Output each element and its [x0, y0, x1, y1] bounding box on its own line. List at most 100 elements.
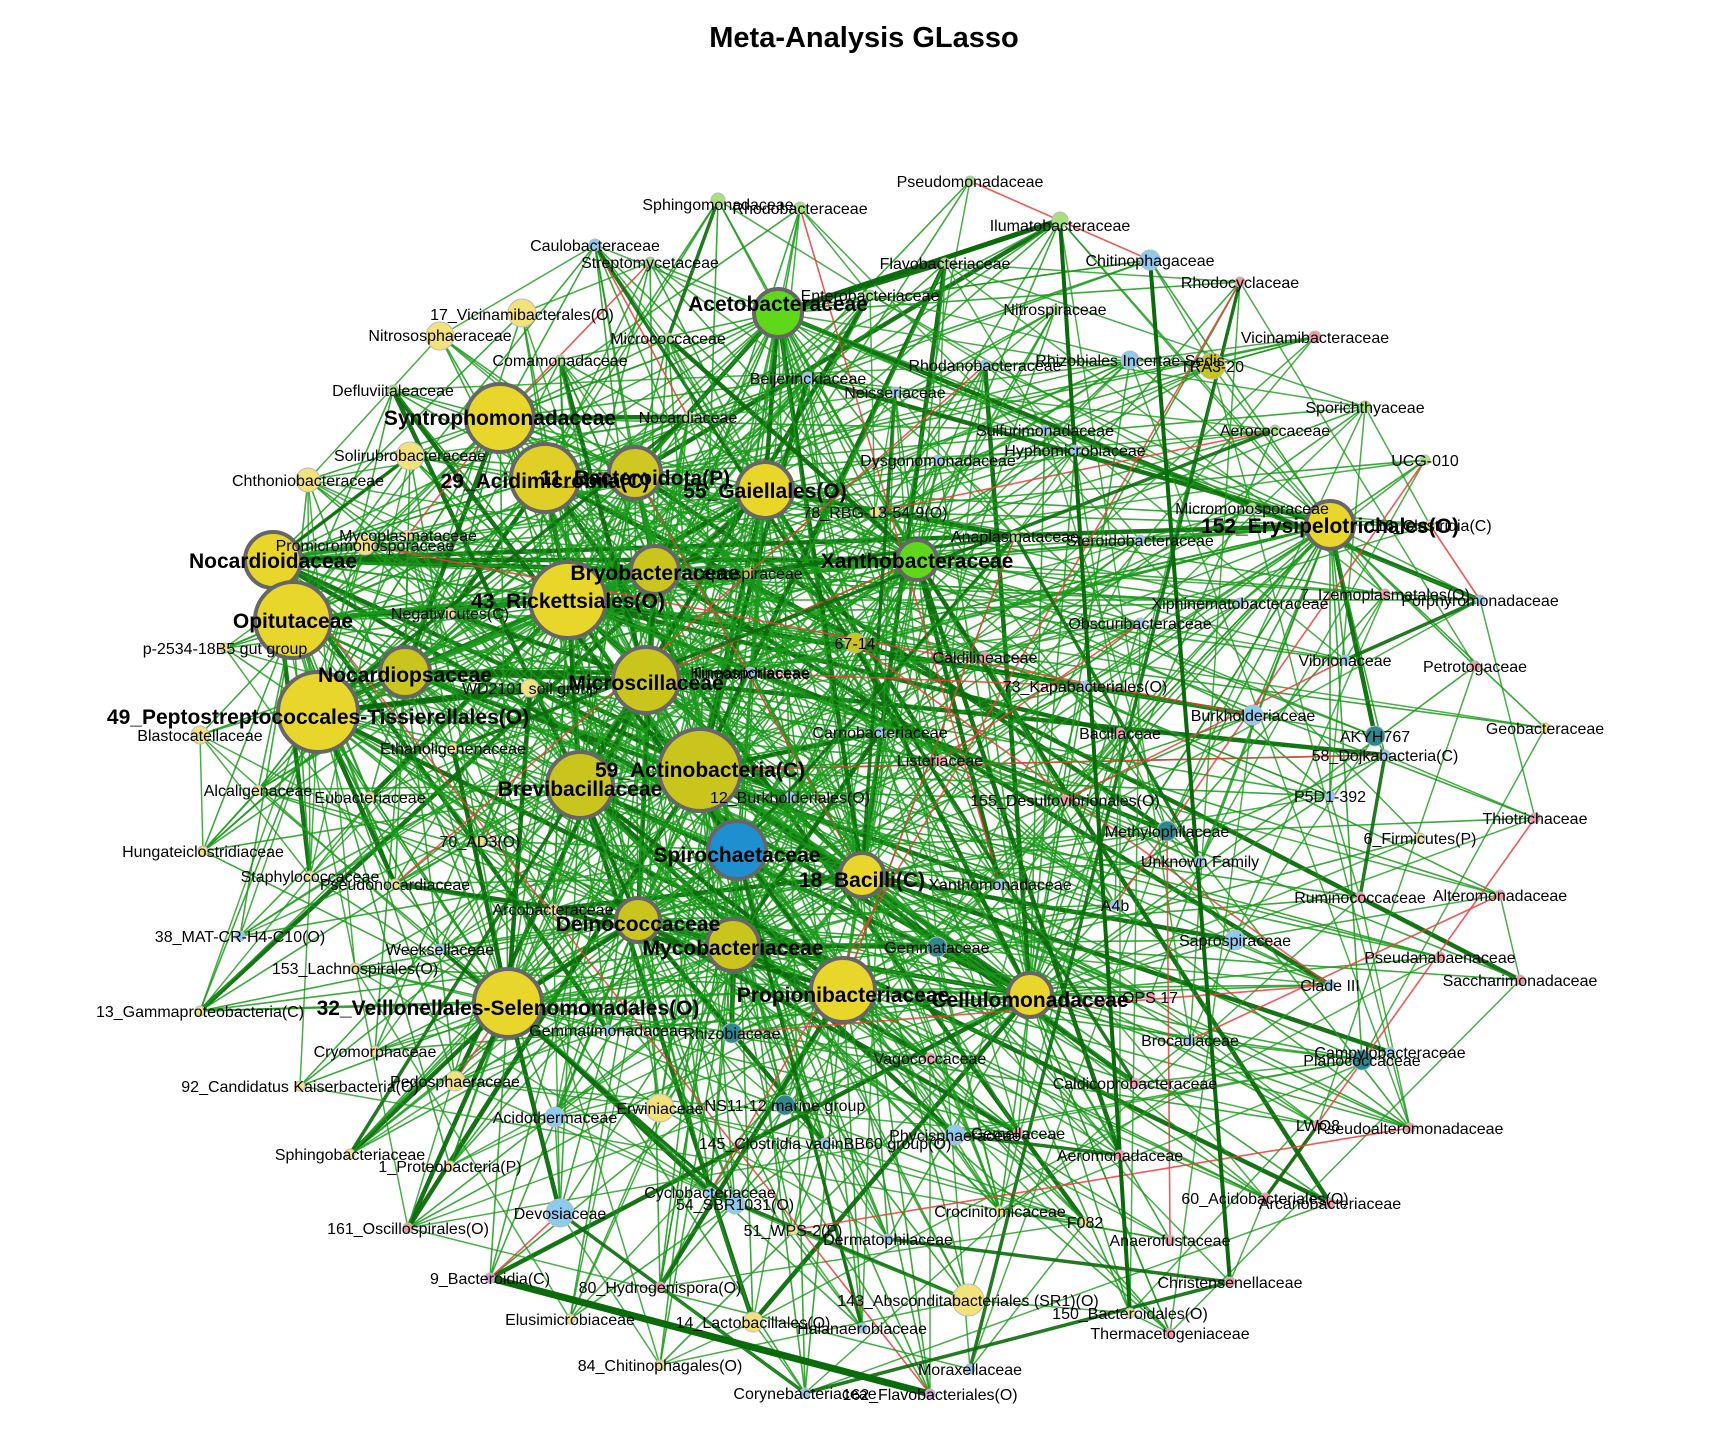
network-node [1114, 1149, 1126, 1161]
node-label: Anaplasmataceae [951, 529, 1079, 546]
node-label: Ilumatrichlaceae [694, 666, 811, 683]
edge [861, 559, 918, 876]
network-node [1358, 400, 1372, 414]
network-node [951, 1283, 985, 1317]
edge [544, 477, 1001, 1212]
edge [552, 908, 609, 1031]
network-node [882, 1233, 894, 1245]
edge [1134, 1059, 1363, 1084]
node-label: Sulfurimonadaceae [976, 423, 1114, 440]
network-node [545, 1198, 575, 1228]
edge [499, 417, 1046, 431]
edge [1389, 1051, 1411, 1129]
edge [861, 795, 1331, 876]
node-label: Cyclobacteriaceae [644, 1185, 776, 1202]
edge [409, 455, 509, 1004]
edge [554, 416, 689, 1118]
node-label: Nitrospiraceae [1003, 302, 1106, 319]
network-node [304, 870, 316, 882]
edge [1189, 281, 1241, 1041]
edge [1166, 830, 1171, 1241]
network-node [1198, 352, 1226, 380]
node-label: Enterobacteriaceae [801, 288, 940, 305]
edge [747, 534, 1016, 575]
node-label: Crocinitomicaceae [934, 1204, 1066, 1221]
edge [751, 672, 1086, 687]
edge [887, 1237, 1231, 1284]
edge [499, 312, 779, 419]
network-node [705, 917, 761, 973]
edge [272, 489, 766, 561]
network-node [644, 256, 656, 268]
edge [861, 874, 1266, 1199]
node-label: 13_Gammaproteobacteria(C) [96, 1004, 304, 1021]
node-label: Rhizobiaceae [684, 1026, 781, 1043]
network-node [1224, 1276, 1236, 1288]
edge [842, 989, 931, 1395]
edge [747, 365, 1213, 574]
network-node [484, 1272, 496, 1284]
edge [777, 312, 1001, 1212]
hub-node-label: Acetobacteraceae [688, 293, 868, 316]
edge [654, 219, 1061, 571]
node-label: Eubacteriaceae [314, 790, 425, 807]
network-node [1324, 979, 1336, 991]
hub-node-label: 43_Rickettsiales(O) [471, 590, 665, 613]
edge [450, 747, 511, 1004]
network-node [710, 192, 726, 208]
network-node [1012, 1127, 1024, 1139]
node-label: 51_WPS-2(P) [744, 1223, 843, 1240]
edge [984, 656, 1116, 906]
edge [1199, 459, 1426, 862]
edge [1166, 830, 1236, 941]
network-node [1051, 211, 1069, 229]
network-node [564, 1313, 576, 1325]
edge [929, 1057, 1266, 1199]
edge [1029, 837, 1421, 996]
edge [1029, 994, 1131, 1314]
edge [594, 244, 689, 418]
network-node [799, 1387, 811, 1399]
network-node [1242, 704, 1264, 726]
edge [709, 1191, 754, 1323]
network-node [1324, 1197, 1336, 1209]
edge [1013, 535, 1202, 862]
edge [349, 524, 1331, 1155]
edge [1263, 1123, 1320, 1200]
hub-node-label: 152_Erysipelotrichales(O) [1201, 515, 1459, 538]
node-label: UCG-010 [1391, 453, 1459, 470]
node-label: 143_Absconditabacteriales (SR1)(O) [837, 1293, 1098, 1310]
node-label: Negativicutes(C) [391, 606, 509, 623]
edge [894, 391, 938, 948]
edge [1211, 336, 1316, 367]
edge [804, 1202, 1331, 1394]
node-label: Vicinamibacteraceae [1241, 330, 1389, 347]
edge [449, 489, 766, 614]
edge [777, 281, 1241, 314]
network-node [344, 1148, 356, 1160]
edge [554, 919, 639, 1118]
node-label: Pedosphaeraceae [390, 1074, 520, 1091]
edge [1189, 593, 1386, 1041]
edge [489, 1274, 931, 1398]
node-label: Methylophilaceae [1105, 824, 1230, 841]
network-node [509, 442, 581, 514]
network-node [1354, 891, 1366, 903]
edge [1029, 429, 1276, 996]
network-node [387, 384, 399, 396]
edge [939, 622, 1141, 761]
node-label: 7_Izemoplasmatales(O) [1300, 587, 1470, 604]
node-label: 116_Clostridia(C) [1368, 518, 1491, 535]
network-node [1384, 1046, 1396, 1058]
edge [842, 984, 1331, 991]
node-label: OPS 17 [1122, 990, 1178, 1007]
edge [452, 747, 844, 991]
edge [559, 1212, 661, 1366]
network-node [425, 321, 455, 351]
network-node [838, 851, 886, 899]
network-node [1120, 350, 1140, 370]
edge [594, 244, 656, 571]
edge [554, 1107, 661, 1118]
network-node [349, 962, 361, 974]
node-label: WD2101 soil group [462, 681, 598, 698]
